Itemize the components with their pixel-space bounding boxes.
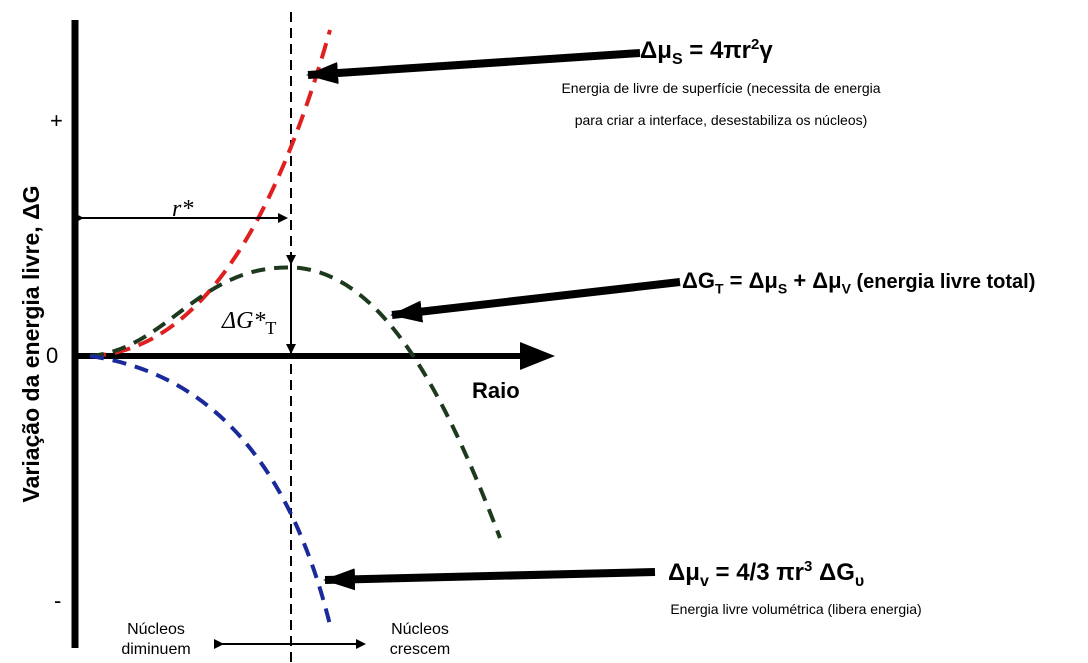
region-left-line2: diminuem bbox=[121, 641, 191, 658]
volume-pointer-arrow bbox=[323, 568, 656, 591]
total-eq-a-sub: T bbox=[714, 280, 724, 297]
region-left-label: Núcleos diminuem bbox=[96, 620, 216, 660]
total-eq-b-sub: S bbox=[777, 280, 788, 297]
surface-eq-tail: γ bbox=[759, 37, 773, 64]
surface-eq-sub: S bbox=[671, 50, 683, 68]
volume-eq-main: Δμ bbox=[668, 559, 700, 586]
surface-eq-rest: = 4πr bbox=[682, 37, 752, 64]
surface-energy-curve bbox=[89, 29, 332, 358]
total-eq-a: ΔG bbox=[682, 268, 715, 293]
total-eq-c-sub: V bbox=[841, 280, 851, 297]
y-tick-zero: 0 bbox=[46, 343, 59, 368]
volume-eq-tail: ΔG bbox=[812, 559, 855, 586]
dg-star-sub: T bbox=[265, 317, 277, 338]
volume-eq-exp: 3 bbox=[803, 558, 813, 575]
region-right-line2: crescem bbox=[389, 641, 451, 658]
volume-eq-tail-sub: υ bbox=[854, 572, 865, 590]
x-axis-label: Raio bbox=[472, 378, 520, 403]
region-right-label: Núcleos crescem bbox=[360, 620, 480, 660]
r-star-label: r* bbox=[172, 196, 194, 222]
region-right-line1: Núcleos bbox=[391, 621, 449, 638]
volume-desc: Energia livre volumétrica (libera energi… bbox=[670, 601, 922, 617]
total-pointer-arrow bbox=[390, 278, 681, 323]
total-energy-curve bbox=[89, 265, 502, 539]
y-tick-plus: + bbox=[50, 108, 63, 133]
dg-star-text: ΔG* bbox=[222, 308, 266, 334]
total-eq-c: + Δμ bbox=[787, 268, 842, 293]
volume-eq-sub: v bbox=[699, 572, 709, 590]
surface-desc-line1: Energia de livre de superfície (necessit… bbox=[561, 80, 881, 96]
surface-eq-exp: 2 bbox=[751, 36, 760, 53]
volume-equation: Δμv = 4/3 πr3 ΔGυ bbox=[668, 558, 864, 591]
total-eq-tail: (energia livre total) bbox=[850, 271, 1036, 293]
total-eq-b: = Δμ bbox=[723, 268, 778, 293]
surface-equation: ΔμS = 4πr2γ bbox=[640, 36, 773, 69]
y-axis-label: Variação da energia livre, ΔG bbox=[18, 185, 44, 503]
y-tick-minus: - bbox=[54, 588, 62, 613]
total-equation: ΔGT = ΔμS + ΔμV (energia livre total) bbox=[682, 268, 1035, 296]
x-axis-arrowhead bbox=[520, 342, 555, 370]
region-left-line1: Núcleos bbox=[127, 621, 185, 638]
surface-eq-main: Δμ bbox=[640, 37, 672, 64]
volume-energy-curve bbox=[89, 354, 332, 626]
dg-star-label: ΔG*T bbox=[222, 308, 276, 339]
surface-desc-line2: para criar a interface, desestabiliza os… bbox=[574, 112, 868, 128]
volume-eq-rest: = 4/3 πr bbox=[708, 559, 804, 586]
surface-pointer-arrow bbox=[306, 49, 641, 84]
